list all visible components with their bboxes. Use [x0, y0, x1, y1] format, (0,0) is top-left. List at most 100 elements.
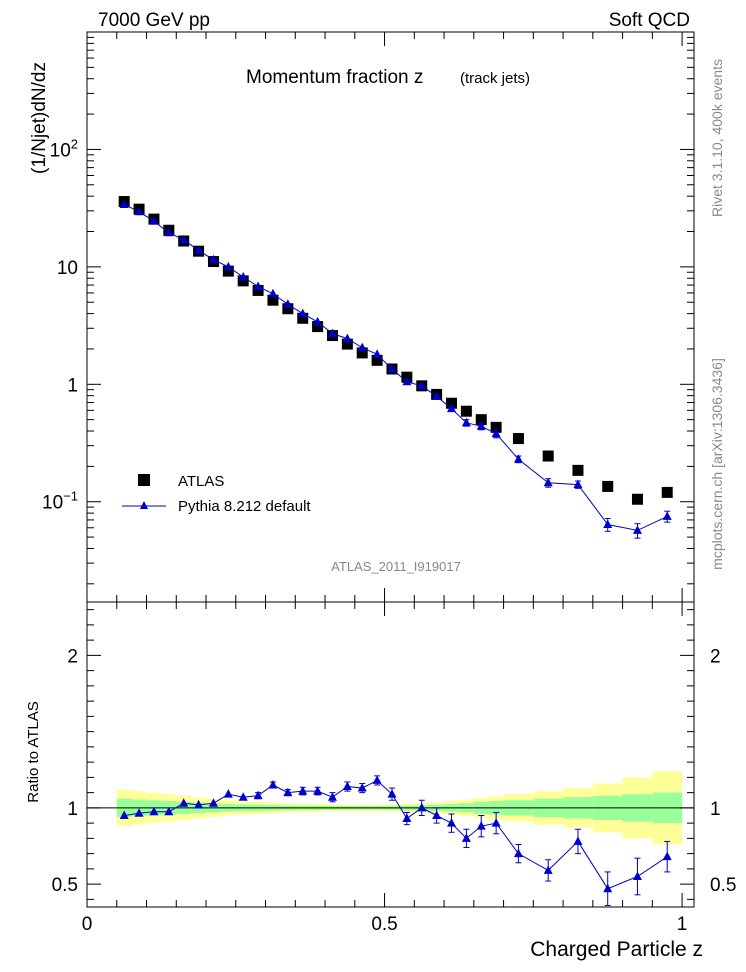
ratio-frame: [86, 601, 695, 908]
ratio-point: [164, 806, 174, 816]
main-subtitle: (track jets): [460, 70, 530, 87]
ratio-point: [491, 818, 501, 827]
pythia-point: [208, 254, 218, 264]
atlas-point: [512, 433, 524, 445]
atlas-point: [341, 338, 353, 350]
ratio-ytick-label: 1: [67, 799, 78, 820]
ratio-point: [208, 798, 218, 807]
ratio-point: [253, 790, 263, 800]
ratio-axes: 0.5 0.51 12 20 0.5 1: [52, 602, 736, 935]
ratio-point: [603, 883, 613, 893]
header-left: 7000 GeV pp: [98, 10, 210, 31]
legend-pythia-label: Pythia 8.212 default: [178, 498, 311, 515]
xtick-label: 0: [82, 914, 93, 935]
pythia-point: [476, 421, 486, 430]
atlas-point: [222, 265, 234, 277]
atlas-point: [252, 284, 264, 296]
atlas-point: [312, 321, 324, 333]
atlas-point: [542, 450, 554, 462]
legend-atlas-label: ATLAS: [178, 473, 224, 490]
main-title: Momentum fraction z: [246, 67, 423, 88]
ratio-point: [134, 808, 144, 817]
ratio-point: [461, 833, 471, 842]
pythia-point: [357, 342, 367, 352]
ratio-point: [417, 802, 427, 812]
atlas-point: [661, 486, 673, 498]
pythia-point: [134, 206, 144, 216]
pythia-point: [632, 525, 642, 534]
ratio-point: [446, 818, 456, 827]
main-ytick-label: 102: [50, 136, 78, 161]
pythia-point: [223, 261, 233, 271]
xtick-label: 1: [677, 914, 688, 935]
main-ytick-label: 1: [67, 375, 78, 396]
atlas-point: [602, 480, 614, 492]
atlas-point: [631, 493, 643, 505]
atlas-point: [356, 347, 368, 359]
atlas-point: [267, 294, 279, 306]
ratio-point: [387, 789, 397, 798]
ratio-point: [573, 836, 583, 845]
ratio-point: [402, 813, 412, 823]
main-axes: 10−1 1 10 102: [42, 32, 694, 602]
mcplots-info: mcplots.cern.ch [arXiv:1306.3436]: [709, 358, 725, 570]
ratio-point: [357, 783, 367, 792]
pythia-point: [313, 316, 323, 326]
ratio-ytick-label-right: 1: [710, 799, 721, 820]
pythia-point: [402, 376, 412, 386]
x-axis-label: Charged Particle z: [530, 938, 703, 961]
atlas-point: [237, 275, 249, 287]
ratio-point: [342, 781, 352, 791]
ratio-point: [313, 786, 323, 795]
pythia-point: [543, 477, 553, 487]
pythia-point: [513, 454, 523, 463]
ratio-point: [119, 810, 129, 819]
pythia-point: [417, 380, 427, 390]
main-ylabel: (1/Njet)dN/dz: [29, 62, 50, 174]
pythia-point: [327, 328, 337, 338]
main-ytick-label: 10: [57, 258, 78, 279]
ratio-point: [194, 799, 204, 809]
ratio-point: [298, 786, 308, 795]
legend-pythia-marker: [140, 501, 148, 509]
legend: ATLAS Pythia 8.212 default: [122, 473, 311, 515]
ratio-ytick-label-right: 0.5: [710, 875, 736, 896]
atlas-point: [460, 405, 472, 417]
ratio-point: [513, 848, 523, 858]
ratio-point: [632, 871, 642, 880]
ratio-ytick-label-right: 2: [710, 646, 721, 667]
ratio-ylabel: Ratio to ATLAS: [25, 701, 42, 802]
pythia-point: [268, 288, 278, 298]
atlas-point: [572, 464, 584, 476]
ratio-ytick-label: 2: [67, 646, 78, 667]
pythia-point: [238, 271, 248, 281]
pythia-point: [372, 349, 382, 358]
analysis-watermark: ATLAS_2011_I919017: [331, 559, 461, 574]
pythia-point: [491, 428, 501, 438]
ratio-point: [223, 789, 233, 798]
header-right: Soft QCD: [609, 10, 690, 31]
pythia-point: [149, 216, 159, 225]
ratio-point: [543, 865, 553, 874]
pythia-point: [662, 511, 672, 520]
atlas-point: [490, 421, 502, 433]
pythia-point: [603, 519, 613, 528]
main-frame: [86, 31, 695, 603]
xtick-label: 0.5: [371, 914, 397, 935]
pythia-point: [283, 299, 293, 308]
ratio-point: [327, 792, 337, 801]
ratio-data: [119, 775, 672, 906]
ratio-ytick-label: 0.5: [52, 875, 78, 896]
pythia-point: [298, 308, 308, 318]
ratio-point: [268, 780, 278, 789]
atlas-point: [297, 312, 309, 324]
pythia-point: [446, 403, 456, 413]
ratio-point: [238, 792, 248, 801]
main-ytick-label: 10−1: [42, 489, 78, 514]
pythia-point: [573, 479, 583, 489]
pythia-point: [164, 227, 174, 237]
ratio-point: [432, 810, 442, 819]
atlas-point: [371, 354, 383, 366]
ratio-point: [662, 851, 672, 861]
pythia-point: [194, 245, 204, 254]
